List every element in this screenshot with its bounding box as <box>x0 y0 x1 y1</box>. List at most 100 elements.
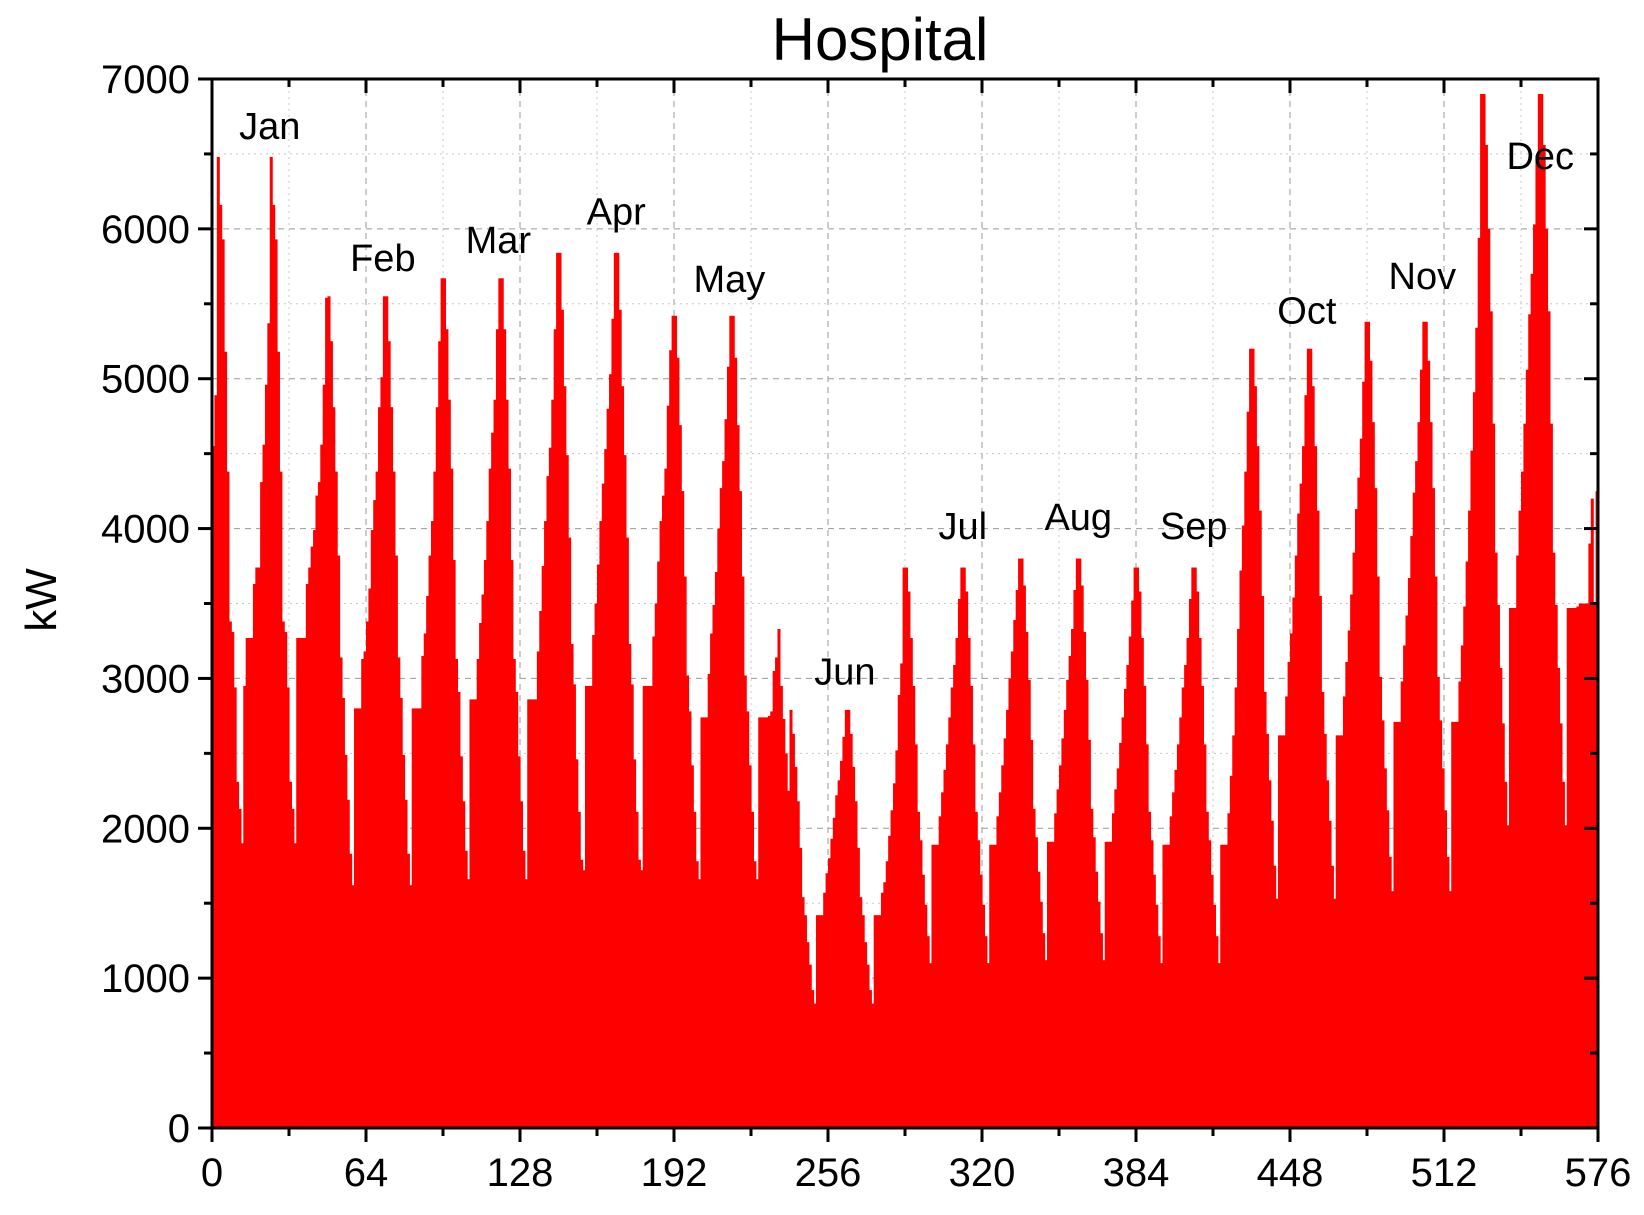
hourly-load-bar <box>705 717 709 1128</box>
hourly-load-bar <box>1379 676 1383 1128</box>
hourly-load-bar <box>746 711 750 1128</box>
hourly-load-bar <box>1148 811 1152 1128</box>
hourly-load-bar <box>1090 808 1094 1128</box>
hourly-load-bar <box>228 621 232 1128</box>
hourly-load-bar <box>938 816 942 1128</box>
hourly-load-bar <box>1523 423 1527 1128</box>
month-label: Sep <box>1160 506 1228 548</box>
hourly-load-bar <box>1116 768 1120 1128</box>
hourly-load-bar <box>597 564 601 1128</box>
hourly-load-bar <box>1210 874 1214 1128</box>
hourly-load-bar <box>1431 488 1435 1128</box>
hourly-load-bar <box>1340 735 1344 1128</box>
hourly-load-bar <box>457 691 461 1128</box>
hourly-load-bar <box>575 759 579 1128</box>
hourly-load-bar <box>1318 596 1322 1128</box>
hourly-load-bar <box>1581 603 1585 1128</box>
hourly-load-bar <box>628 643 632 1128</box>
hourly-load-bar <box>339 657 343 1128</box>
hourly-load-bar <box>580 859 584 1128</box>
hourly-load-bar <box>1496 605 1500 1128</box>
hourly-load-bar <box>368 588 372 1128</box>
hourly-load-bar <box>488 468 492 1128</box>
x-tick-label: 384 <box>1103 1151 1170 1195</box>
hourly-load-bar <box>430 521 434 1128</box>
hourly-load-bar <box>356 708 360 1128</box>
hourly-load-bar <box>409 885 413 1128</box>
hourly-load-bar <box>1326 780 1330 1128</box>
hourly-load-bar <box>1261 596 1265 1128</box>
hourly-load-bar <box>378 407 382 1128</box>
hourly-load-bar <box>1463 606 1467 1128</box>
hourly-load-bar <box>690 765 694 1128</box>
hourly-load-bar <box>455 658 459 1128</box>
hourly-load-bar <box>1468 510 1472 1129</box>
hourly-load-bar <box>905 567 909 1128</box>
hourly-load-bar <box>1078 558 1082 1128</box>
hourly-load-bar <box>613 252 617 1128</box>
hourly-load-bar <box>503 329 507 1128</box>
hourly-load-bar <box>1350 594 1354 1128</box>
hourly-load-bar <box>1383 768 1387 1128</box>
hourly-load-bar <box>1181 687 1185 1128</box>
hourly-load-bar <box>775 657 779 1128</box>
hourly-load-bar <box>1444 810 1448 1128</box>
hourly-load-bar <box>286 687 290 1128</box>
hourly-load-bar <box>849 733 853 1128</box>
hourly-load-bar <box>481 594 485 1128</box>
hourly-load-bar <box>902 567 906 1128</box>
hourly-load-bar <box>979 874 983 1128</box>
y-tick-label: 6000 <box>101 208 190 252</box>
hourly-load-bar <box>1152 874 1156 1128</box>
hourly-load-bar <box>281 621 285 1128</box>
hourly-load-bar <box>404 799 408 1128</box>
hourly-load-bar <box>587 685 591 1128</box>
hourly-load-bar <box>803 915 807 1128</box>
hourly-load-bar <box>1006 709 1010 1128</box>
hourly-load-bar <box>459 756 463 1128</box>
hourly-load-bar <box>341 697 345 1128</box>
hourly-load-bar <box>618 309 622 1128</box>
hourly-load-bar <box>661 495 665 1129</box>
hourly-load-bar <box>840 760 844 1128</box>
hourly-load-bar <box>274 239 278 1129</box>
hourly-load-bar <box>1489 311 1493 1128</box>
hourly-load-bar <box>664 468 668 1128</box>
hourly-load-bar <box>830 838 834 1128</box>
hourly-load-bar <box>941 792 945 1128</box>
hourly-load-bar <box>272 204 276 1128</box>
hourly-load-bar <box>541 566 545 1128</box>
hourly-load-bar <box>972 744 976 1128</box>
hourly-load-bar <box>284 631 288 1128</box>
hourly-load-bar <box>671 315 675 1128</box>
hourly-load-bar <box>871 1003 875 1128</box>
hourly-load-bar <box>565 455 569 1128</box>
hourly-load-bar <box>1456 721 1460 1128</box>
hourly-load-bar <box>255 567 259 1128</box>
hourly-load-bar <box>257 567 261 1128</box>
hourly-load-bar <box>1176 744 1180 1128</box>
hourly-load-bar <box>604 449 608 1128</box>
hourly-load-bar <box>1335 735 1339 1128</box>
hourly-load-bar <box>876 915 880 1128</box>
hourly-load-bar <box>659 521 663 1128</box>
hourly-load-bar <box>1277 735 1281 1128</box>
hourly-load-bar <box>498 278 502 1128</box>
hourly-load-bar <box>397 657 401 1128</box>
hourly-load-bar <box>907 591 911 1128</box>
hourly-load-bar <box>334 471 338 1128</box>
hourly-load-bar <box>1362 381 1366 1129</box>
hourly-load-bar <box>416 708 420 1128</box>
hourly-load-bar <box>414 708 418 1128</box>
hourly-load-bar <box>592 634 596 1128</box>
hourly-load-bar <box>861 915 865 1128</box>
hourly-load-bar <box>594 603 598 1128</box>
hourly-load-bar <box>707 673 711 1128</box>
hourly-load-bar <box>796 801 800 1128</box>
hourly-load-bar <box>837 780 841 1128</box>
hourly-load-bar <box>642 685 646 1128</box>
hourly-load-bar <box>799 847 803 1128</box>
hourly-load-bar <box>298 637 302 1128</box>
hourly-load-bar <box>476 658 480 1128</box>
